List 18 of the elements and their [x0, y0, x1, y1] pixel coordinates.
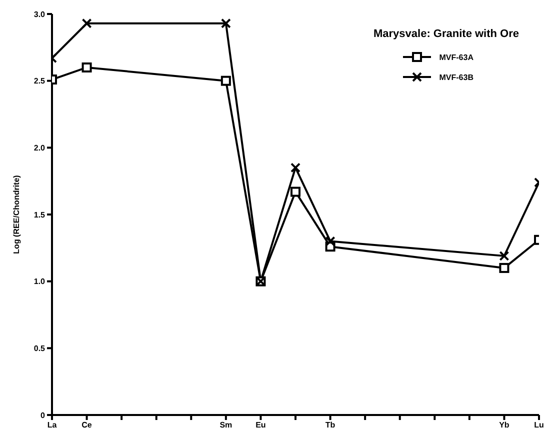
legend-label: MVF-63B: [439, 72, 474, 82]
text: Marysvale: Granite with Ore: [374, 28, 519, 40]
y-tick-label: 2.0: [34, 144, 46, 153]
y-tick-label: 2.5: [34, 76, 46, 86]
y-axis-title: Log (REE/Chondrite): [12, 174, 21, 254]
x-tick-label: Eu: [256, 420, 266, 430]
x-tick-label: Ce: [82, 420, 92, 430]
x-tick-label: Tb: [325, 420, 336, 430]
x-tick-label: Lu: [534, 420, 544, 430]
y-tick-label: 3.0: [34, 10, 46, 19]
x-tick-label: Yb: [499, 420, 510, 430]
y-tick-label: 0.5: [34, 344, 46, 354]
y-tick-label: 1.5: [34, 210, 46, 220]
legend-label: MVF-63A: [439, 52, 474, 62]
y-tick-label: 0: [40, 410, 46, 420]
x-tick-label: Sm: [220, 420, 232, 430]
y-tick-label: 1.0: [34, 277, 46, 286]
x-tick-label: La: [47, 420, 58, 430]
